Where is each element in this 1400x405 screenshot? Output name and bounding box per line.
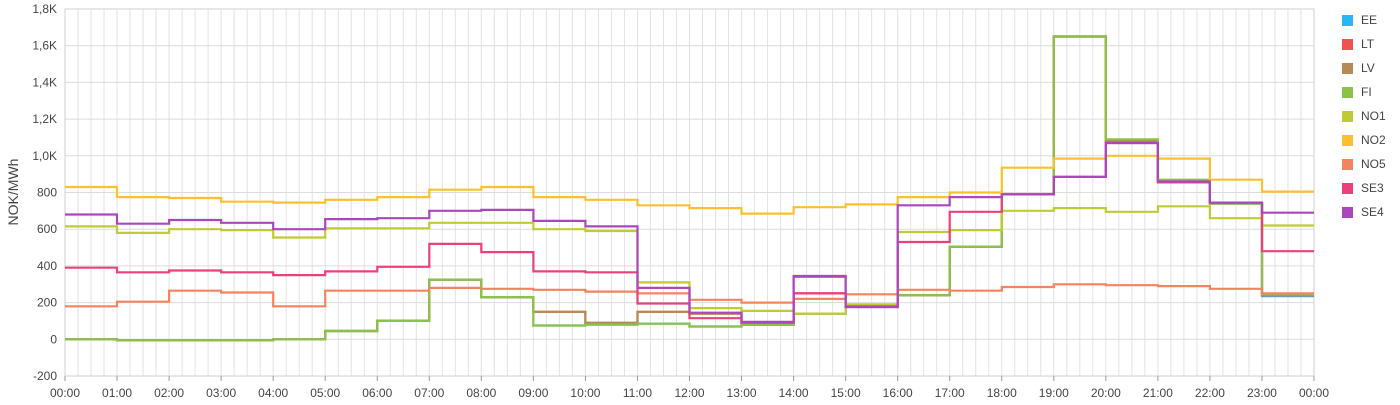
y-tick-label: 200 [37,296,57,310]
y-tick-label: 0 [50,332,57,346]
legend-item-se4[interactable]: SE4 [1342,200,1396,224]
x-tick-label: 00:00 [50,386,80,400]
y-tick-label: -200 [33,369,57,383]
y-tick-label: 1,8K [32,2,57,16]
x-tick-label: 02:00 [154,386,184,400]
y-axis-label: NOK/MWh [5,159,21,226]
x-tick-label: 16:00 [883,386,913,400]
y-tick-label: 1,2K [32,112,57,126]
series-line-fi [65,35,1314,342]
legend-label: SE3 [1361,181,1384,195]
x-tick-label: 17:00 [935,386,965,400]
legend-label: EE [1361,13,1378,27]
y-tick-label: 600 [37,222,57,236]
x-tick-label: 00:00 [1299,386,1329,400]
x-tick-label: 19:00 [1039,386,1069,400]
legend-label: NO1 [1361,109,1386,123]
legend-label: LV [1361,61,1375,75]
x-tick-label: 21:00 [1143,386,1173,400]
x-tick-label: 12:00 [674,386,704,400]
series-line-se4 [65,141,1314,323]
legend-item-no5[interactable]: NO5 [1342,152,1396,176]
x-tick-label: 23:00 [1247,386,1277,400]
legend-swatch [1342,86,1353,98]
x-tick-label: 13:00 [727,386,757,400]
legend-item-no1[interactable]: NO1 [1342,104,1396,128]
x-tick-label: 09:00 [518,386,548,400]
legend-item-no2[interactable]: NO2 [1342,128,1396,152]
legend: EE LT LV FI NO1 NO2 NO5 SE3 SE4 [1342,8,1396,224]
legend-swatch [1342,134,1353,146]
x-tick-label: 18:00 [987,386,1017,400]
x-tick-label: 14:00 [779,386,809,400]
x-tick-label: 01:00 [102,386,132,400]
legend-item-se3[interactable]: SE3 [1342,176,1396,200]
legend-swatch [1342,38,1353,50]
legend-item-lv[interactable]: LV [1342,56,1396,80]
y-tick-label: 400 [37,259,57,273]
x-tick-label: 06:00 [362,386,392,400]
legend-item-ee[interactable]: EE [1342,8,1396,32]
legend-item-lt[interactable]: LT [1342,32,1396,56]
x-tick-label: 15:00 [831,386,861,400]
series-lines [65,35,1314,342]
legend-label: NO5 [1361,157,1386,171]
legend-label: FI [1361,85,1372,99]
legend-item-fi[interactable]: FI [1342,80,1396,104]
axes: -200 0 200 400 600 800 1,0K 1,2K 1,4K 1,6K 1,8K 00:… [32,2,1329,400]
series-line-no1 [65,205,1314,315]
x-tick-label: 04:00 [258,386,288,400]
legend-swatch [1342,62,1353,74]
legend-swatch [1342,14,1353,26]
legend-label: LT [1361,37,1375,51]
x-tick-label: 08:00 [466,386,496,400]
x-tick-label: 05:00 [310,386,340,400]
y-tick-label: 1,0K [32,149,57,163]
grid [64,8,1315,377]
y-tick-label: 1,6K [32,39,57,53]
legend-label: NO2 [1361,133,1386,147]
legend-swatch [1342,158,1353,170]
x-tick-label: 10:00 [570,386,600,400]
x-tick-label: 03:00 [206,386,236,400]
y-tick-label: 800 [37,186,57,200]
legend-label: SE4 [1361,205,1384,219]
y-tick-label: 1,4K [32,75,57,89]
x-tick-label: 20:00 [1091,386,1121,400]
x-tick-label: 22:00 [1195,386,1225,400]
legend-swatch [1342,206,1353,218]
legend-swatch [1342,110,1353,122]
x-tick-label: 11:00 [623,386,652,400]
legend-swatch [1342,182,1353,194]
x-tick-label: 07:00 [414,386,444,400]
